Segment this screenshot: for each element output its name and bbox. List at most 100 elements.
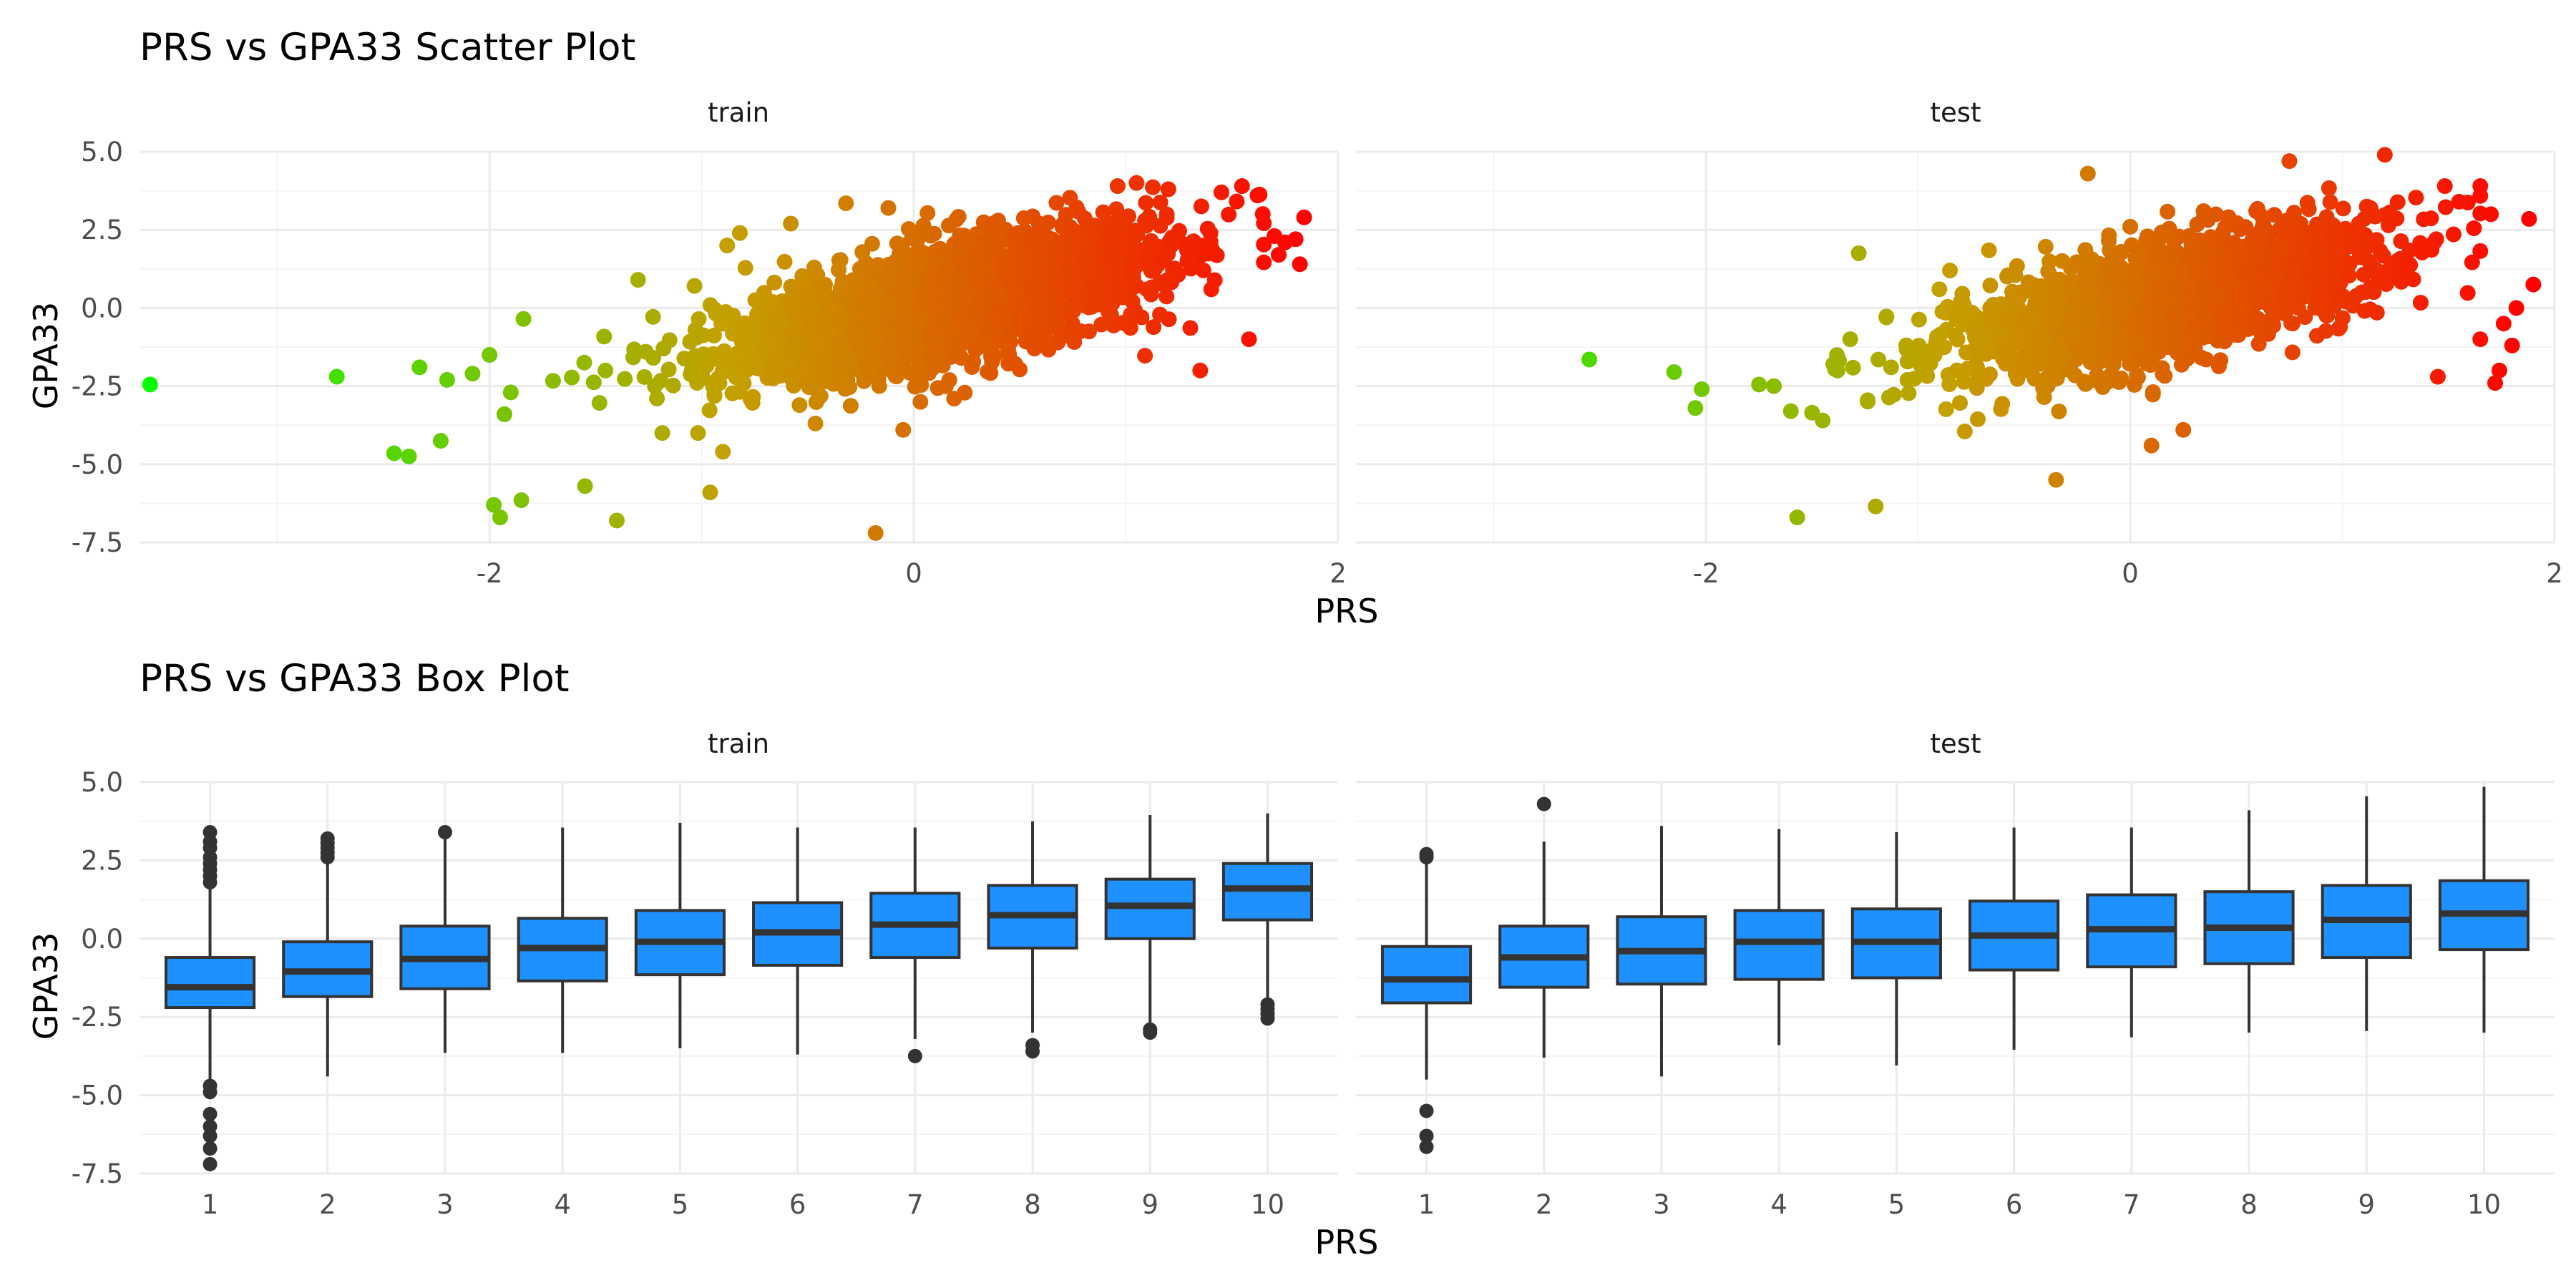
x-tick-label: 0 [2122, 558, 2139, 589]
scatter-point [2081, 317, 2097, 333]
scatter-point [910, 311, 927, 328]
scatter-point [2079, 165, 2096, 182]
scatter-point [2034, 340, 2050, 356]
scatter-point [2014, 332, 2031, 348]
box-outlier [1419, 850, 1434, 865]
scatter-point [888, 282, 904, 298]
scatter-y-axis-title: GPA33 [26, 302, 65, 409]
scatter-point [2087, 273, 2104, 289]
scatter-point [1687, 400, 1704, 416]
scatter-point [983, 239, 1000, 255]
scatter-point [2067, 294, 2084, 311]
scatter-point [1137, 348, 1153, 364]
scatter-point [1109, 220, 1126, 236]
scatter-point [979, 325, 995, 341]
scatter-point [1956, 423, 1973, 439]
scatter-point [2175, 421, 2192, 438]
scatter-point [2334, 310, 2351, 326]
scatter-point [2408, 190, 2424, 206]
x-tick-label: 7 [907, 1189, 924, 1220]
scatter-point [2303, 234, 2319, 250]
x-tick-label: 6 [2006, 1189, 2023, 1220]
scatter-point [2250, 336, 2267, 352]
scatter-strip-train: train [708, 97, 769, 128]
scatter-point [687, 348, 703, 364]
scatter-point [909, 364, 925, 381]
scatter-point [758, 301, 775, 318]
scatter-point [2098, 312, 2114, 328]
scatter-point [1970, 411, 1986, 427]
scatter-point [2508, 300, 2524, 316]
scatter-point [1021, 229, 1038, 245]
scatter-point [724, 385, 741, 401]
scatter-point [2327, 248, 2343, 264]
box-outlier [203, 1156, 218, 1171]
scatter-point [682, 333, 698, 350]
scatter-point [386, 445, 402, 462]
scatter-point [937, 378, 954, 394]
scatter-point [1694, 381, 1710, 397]
scatter-point [924, 257, 940, 273]
scatter-point [774, 348, 791, 364]
scatter-point [715, 444, 731, 460]
scatter-point [401, 448, 417, 464]
scatter-point [2487, 375, 2503, 391]
scatter-point [2472, 178, 2489, 195]
x-tick-label: 1 [1418, 1189, 1435, 1220]
scatter-point [1901, 385, 1917, 401]
scatter-point [2033, 354, 2049, 371]
scatter-point [726, 350, 742, 366]
scatter-point [2183, 342, 2200, 358]
box-outlier [1536, 796, 1551, 811]
scatter-point [953, 350, 970, 366]
scatter-point [1296, 209, 1312, 225]
scatter-point [2290, 240, 2307, 257]
scatter-point [1080, 323, 1097, 340]
x-tick-label: 2 [319, 1189, 336, 1220]
scatter-point [904, 230, 920, 247]
scatter-point [939, 275, 955, 291]
scatter-point [2222, 254, 2238, 270]
scatter-point [2041, 253, 2058, 270]
scatter-point [1850, 245, 1867, 261]
scatter-point [989, 283, 1005, 300]
scatter-point [2157, 368, 2173, 384]
scatter-point [1133, 309, 1150, 326]
scatter-point [776, 253, 793, 270]
scatter-point [2048, 472, 2064, 488]
scatter-point [1789, 509, 1805, 526]
scatter-strip-test: test [1930, 97, 1981, 128]
scatter-point [2140, 269, 2157, 286]
x-tick-label: 10 [2467, 1189, 2501, 1220]
scatter-point [836, 381, 853, 397]
scatter-point [922, 344, 939, 361]
scatter-point [2198, 351, 2215, 368]
scatter-point [944, 296, 960, 313]
scatter-point [808, 394, 824, 410]
scatter-point [1947, 327, 1963, 343]
x-tick-label: 10 [1251, 1189, 1284, 1220]
scatter-point [2093, 326, 2109, 342]
y-tick-label: 5.0 [81, 767, 123, 798]
scatter-point [953, 270, 970, 287]
x-tick-label: 8 [1024, 1189, 1041, 1220]
scatter-point [1899, 353, 1916, 370]
scatter-point [2113, 370, 2129, 386]
x-tick-label: 2 [1330, 558, 1347, 589]
scatter-point [2153, 292, 2170, 308]
scatter-point [962, 306, 978, 323]
scatter-point [794, 268, 811, 284]
box-outlier [203, 1085, 218, 1100]
scatter-point [1158, 288, 1175, 305]
box-outlier [1419, 1103, 1434, 1118]
scatter-point [1751, 376, 1767, 393]
scatter-point [2341, 268, 2357, 284]
scatter-point [1981, 242, 1997, 258]
x-tick-label: 3 [1653, 1189, 1670, 1220]
scatter-point [1160, 181, 1176, 197]
scatter-point [1055, 216, 1071, 233]
scatter-point [2038, 371, 2054, 387]
scatter-point [2253, 208, 2270, 225]
scatter-point [1008, 268, 1025, 285]
scatter-point [2464, 254, 2480, 270]
